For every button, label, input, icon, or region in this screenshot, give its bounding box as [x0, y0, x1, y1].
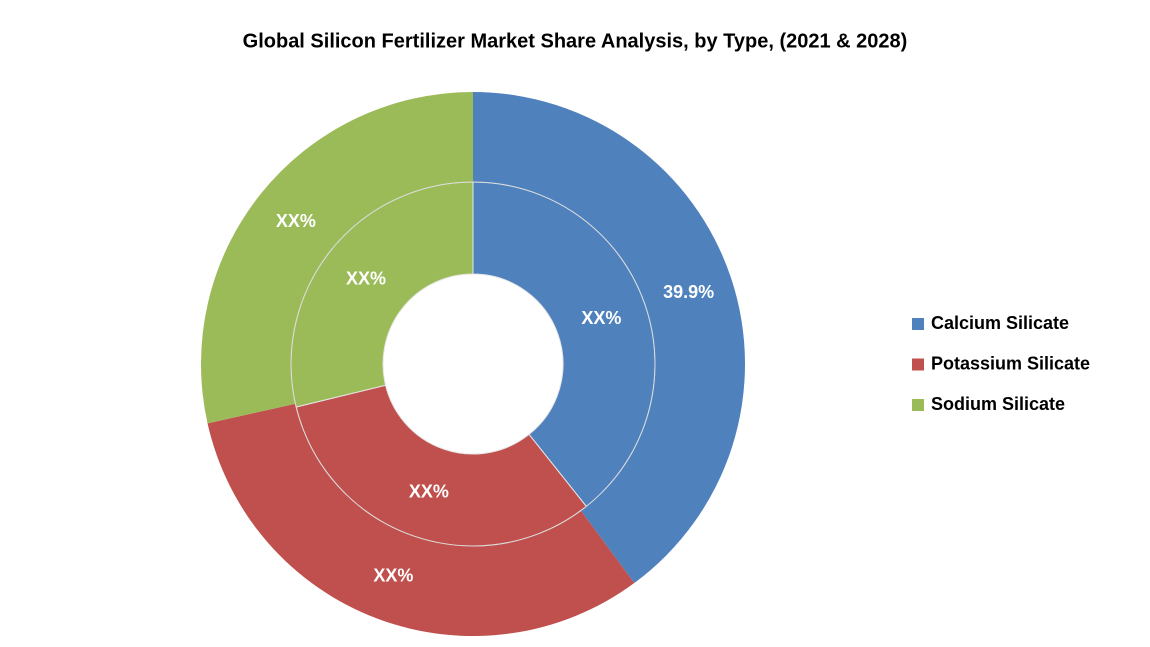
donut-slice: [473, 92, 745, 584]
legend-label: Sodium Silicate: [931, 394, 1065, 414]
slice-label: XX%: [276, 211, 316, 231]
slice-label: XX%: [373, 565, 413, 585]
slice-label: XX%: [581, 308, 621, 328]
slice-label: XX%: [409, 481, 449, 501]
legend-swatch: [912, 399, 924, 411]
legend-label: Potassium Silicate: [931, 353, 1090, 373]
legend-swatch: [912, 318, 924, 330]
legend-swatch: [912, 358, 924, 371]
slice-label: XX%: [346, 269, 386, 289]
ring-divider: [290, 181, 656, 547]
chart-title: Global Silicon Fertilizer Market Share A…: [243, 30, 908, 52]
slice-label: 39.9%: [663, 282, 714, 302]
donut-slice: [207, 403, 635, 637]
donut-slice: [200, 92, 473, 424]
legend-label: Calcium Silicate: [931, 313, 1069, 333]
